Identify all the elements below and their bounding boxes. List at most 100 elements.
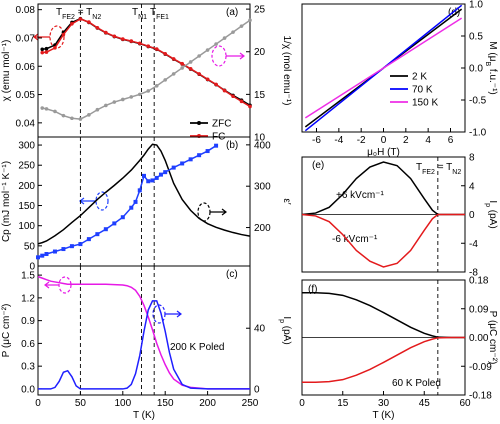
y-axis-label-part: B [485, 61, 492, 66]
annotation: TN1 [132, 7, 147, 21]
data-point [52, 249, 57, 254]
series-line [302, 336, 465, 383]
data-point [214, 143, 219, 148]
y-tick-label: 0.04 [16, 118, 36, 129]
x-tick-label: -6 [312, 135, 321, 146]
y-axis-label-part: (pA) [487, 207, 498, 229]
data-point [78, 17, 83, 21]
y-tick-label: 250 [18, 161, 35, 172]
data-point [44, 46, 49, 51]
data-point [61, 247, 66, 252]
data-point [222, 36, 227, 40]
data-point [104, 103, 108, 108]
data-point [129, 205, 134, 210]
annotation: 200 K Poled [170, 342, 225, 353]
data-point [40, 106, 45, 110]
y2-tick-label: 10 [254, 133, 266, 144]
series-line [42, 18, 251, 108]
y-axis-label-part: I [487, 200, 498, 203]
x-axis-label: T (K) [372, 410, 394, 421]
annotation: 60 K Poled [392, 378, 441, 389]
annotation-part: N2 [92, 14, 101, 21]
data-point [239, 99, 244, 104]
data-point [53, 109, 57, 114]
y-tick-label: 0.18 [469, 276, 489, 287]
data-point [137, 92, 142, 97]
y-tick-label: -4 [469, 239, 478, 250]
data-point [103, 227, 108, 232]
plot-frame [37, 265, 251, 396]
data-point [205, 77, 210, 82]
data-point [121, 37, 125, 41]
data-point [112, 221, 117, 226]
data-point [214, 42, 218, 46]
annotation-ellipse [49, 25, 65, 49]
panel-label: (f) [308, 284, 317, 295]
data-point [146, 44, 151, 48]
data-point [188, 67, 193, 71]
y-tick-label: 0.0 [21, 384, 35, 395]
x-tick-label: 0 [381, 135, 387, 146]
data-point [154, 47, 159, 51]
x-tick-label: 50 [75, 398, 87, 409]
x-tick-label: 15 [337, 398, 349, 409]
annotation-part: = T [75, 7, 92, 18]
data-point [44, 107, 49, 111]
data-point [154, 84, 159, 88]
data-point [142, 173, 146, 178]
y-tick-label: -1.0 [469, 128, 487, 139]
x-tick-label: 45 [419, 398, 431, 409]
panel-label: (d) [448, 7, 460, 18]
data-point [146, 89, 151, 93]
data-point [40, 253, 45, 258]
y-tick-label: 0.00 [469, 333, 489, 344]
data-point [87, 20, 91, 24]
data-point [158, 172, 163, 177]
data-point [40, 47, 45, 52]
y-tick-label: 50 [24, 241, 36, 252]
data-point [78, 242, 83, 247]
series-line [37, 275, 250, 390]
series-line [38, 300, 250, 390]
y2-tick-label: 40 [254, 324, 266, 335]
data-point [86, 237, 91, 242]
annotation-arrow [226, 52, 245, 60]
data-point [188, 157, 193, 162]
data-point [44, 50, 49, 54]
annotation-part: = T [435, 162, 452, 173]
data-point [231, 30, 235, 34]
data-point [137, 41, 142, 46]
y-tick-label: 0.07 [16, 33, 36, 44]
series-line [37, 143, 251, 245]
data-point [69, 244, 74, 249]
data-point [40, 50, 45, 55]
data-point [61, 32, 66, 37]
y-axis-label: P (μC cm⁻²) [487, 311, 498, 365]
annotation-part: FE2 [422, 169, 435, 176]
data-point [150, 178, 155, 183]
data-point [121, 97, 125, 102]
data-point [248, 18, 252, 22]
y-tick-label: 8 [469, 153, 475, 164]
data-point [36, 255, 40, 260]
y-axis-label: M (μB f.u.⁻¹) [485, 41, 499, 95]
y2-tick-label: 20 [254, 47, 266, 58]
data-point [87, 113, 91, 117]
annotation-part: T [132, 7, 138, 18]
y-tick-label: 0.5 [469, 32, 483, 43]
data-point [154, 175, 159, 180]
y-tick-label: 0.3 [21, 362, 35, 373]
annotation-arrow [165, 310, 182, 318]
series-line [42, 19, 251, 120]
x-tick-label: 150 [157, 398, 174, 409]
y2-axis-label-part: (pA) [281, 323, 292, 345]
annotation-part: T [56, 7, 62, 18]
panel-label: (e) [312, 160, 324, 171]
y-axis-label-part: p [485, 203, 492, 207]
panel-label: (c) [226, 269, 238, 280]
annotation: TFE2 = TN2 [416, 162, 461, 176]
data-point [231, 94, 235, 99]
x-tick-label: 0 [35, 398, 41, 409]
data-point [205, 48, 210, 52]
